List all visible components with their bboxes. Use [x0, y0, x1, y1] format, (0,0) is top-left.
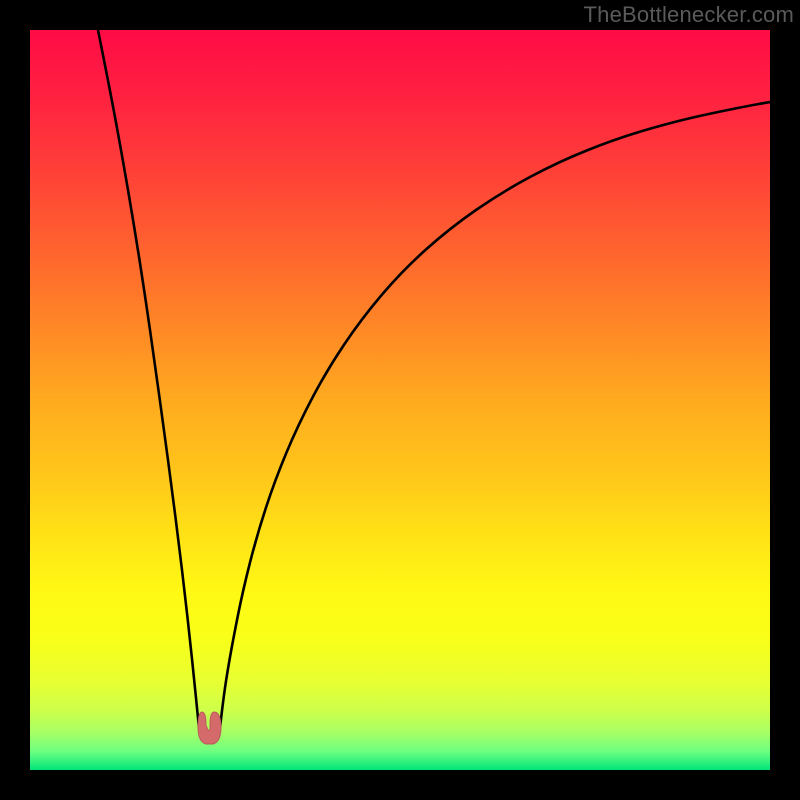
- bottleneck-curve-right: [220, 102, 770, 728]
- optimal-point-marker: [198, 712, 221, 744]
- curve-layer: [30, 30, 770, 770]
- bottleneck-curve-left: [98, 30, 199, 728]
- chart-frame: [30, 30, 770, 770]
- watermark-text: TheBottlenecker.com: [584, 2, 794, 28]
- plot-area: [30, 30, 770, 770]
